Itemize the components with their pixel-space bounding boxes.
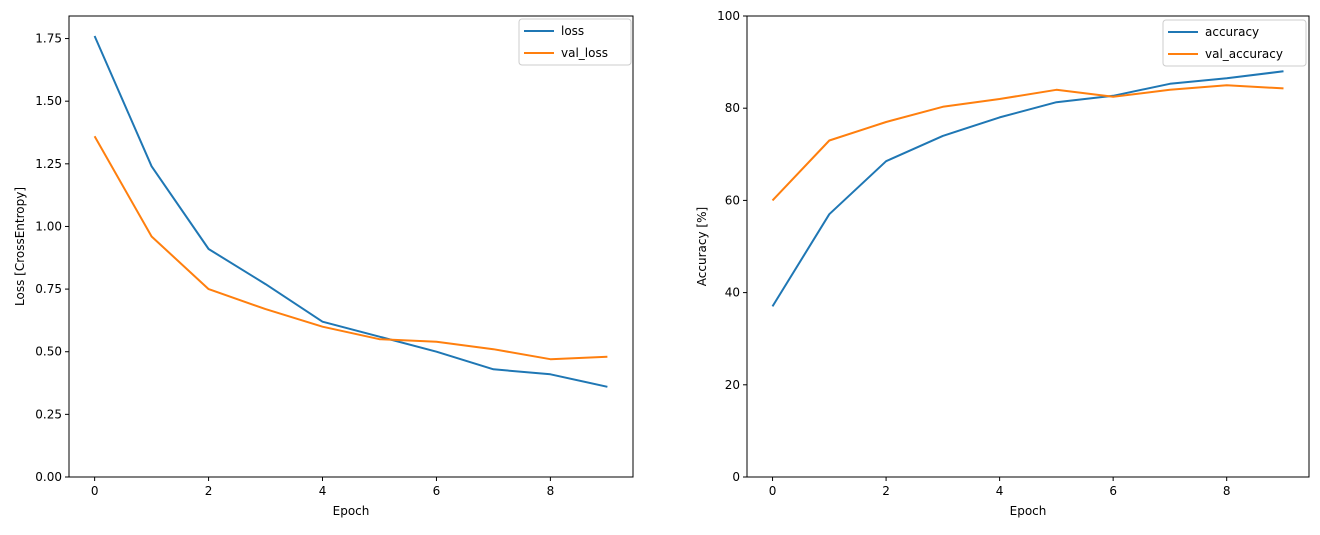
x-tick-label: 6 bbox=[433, 484, 441, 498]
x-axis-label: Epoch bbox=[333, 504, 370, 518]
legend-box bbox=[1162, 19, 1307, 67]
series-line-accuracy bbox=[771, 70, 1284, 307]
y-tick-label: 1.50 bbox=[35, 94, 62, 108]
y-tick-label: 80 bbox=[725, 101, 740, 115]
y-tick-label: 40 bbox=[725, 286, 740, 300]
plot-border bbox=[746, 15, 1310, 478]
y-axis-label: Accuracy [%] bbox=[695, 207, 709, 286]
y-tick-label: 1.25 bbox=[35, 157, 62, 171]
x-tick-label: 2 bbox=[882, 484, 890, 498]
plot-border bbox=[68, 15, 634, 478]
y-tick-label: 1.00 bbox=[35, 219, 62, 233]
series-line-val_accuracy bbox=[771, 84, 1284, 202]
legend: loss val_loss bbox=[518, 18, 632, 66]
x-tick-label: 8 bbox=[1223, 484, 1231, 498]
legend: accuracy val_accuracy bbox=[1162, 19, 1307, 67]
y-tick-label: 0.50 bbox=[35, 345, 62, 359]
y-axis-label: Loss [CrossEntropy] bbox=[13, 187, 27, 306]
legend-label: val_accuracy bbox=[1205, 47, 1283, 61]
legend-label: accuracy bbox=[1205, 25, 1259, 39]
series-line-loss bbox=[93, 35, 608, 388]
y-tick-label: 100 bbox=[717, 9, 740, 23]
y-tick-label: 0.75 bbox=[35, 282, 62, 296]
series-line-val_loss bbox=[93, 135, 608, 361]
x-tick-label: 2 bbox=[205, 484, 213, 498]
x-axis-label: Epoch bbox=[1010, 504, 1047, 518]
y-tick-label: 0 bbox=[732, 470, 740, 484]
legend-label: val_loss bbox=[561, 46, 608, 60]
y-tick-label: 1.75 bbox=[35, 32, 62, 46]
y-tick-label: 20 bbox=[725, 378, 740, 392]
y-tick-label: 0.25 bbox=[35, 407, 62, 421]
x-tick-label: 0 bbox=[769, 484, 777, 498]
y-tick-label: 0.00 bbox=[35, 470, 62, 484]
x-tick-label: 4 bbox=[996, 484, 1004, 498]
x-tick-label: 4 bbox=[319, 484, 327, 498]
x-tick-label: 8 bbox=[547, 484, 555, 498]
loss-chart: 0 2 4 6 8 0.00 0.25 0.50 0.75 1.00 1.25 1.50 1.75 Epo… bbox=[13, 15, 634, 518]
y-tick-label: 60 bbox=[725, 193, 740, 207]
x-tick-label: 6 bbox=[1109, 484, 1117, 498]
x-tick-label: 0 bbox=[91, 484, 99, 498]
legend-label: loss bbox=[561, 24, 584, 38]
